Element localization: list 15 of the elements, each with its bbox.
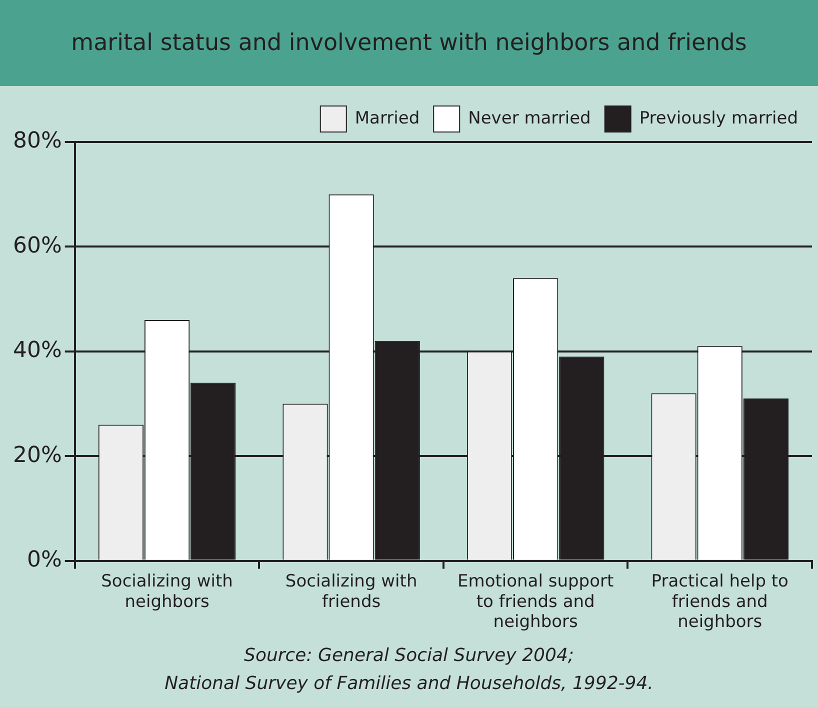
legend-label: Previously married [639, 108, 798, 128]
y-tick-label: 40% [12, 338, 62, 364]
y-tick-label: 20% [12, 442, 62, 468]
legend-label: Never married [468, 108, 591, 128]
x-tick-label: Socializing with friends [285, 571, 418, 612]
legend-label: Married [354, 108, 420, 128]
x-tick-label: Emotional support to friends and neighbors [458, 571, 614, 632]
text: National Survey of Families and Households, 1992-94. [164, 672, 654, 696]
y-tick-label: 60% [12, 233, 62, 258]
y-tick-label: 80% [12, 128, 62, 154]
x-tick-label: Practical help to friends and neighbors [651, 571, 788, 632]
x-tick-label: Socializing with neighbors [101, 571, 233, 612]
y-tick-label: 0% [26, 548, 62, 573]
chart-title: marital status and involvement with neighbors and friends [0, 0, 818, 86]
source-note: Source: General Social Survey 2004; [243, 644, 575, 668]
